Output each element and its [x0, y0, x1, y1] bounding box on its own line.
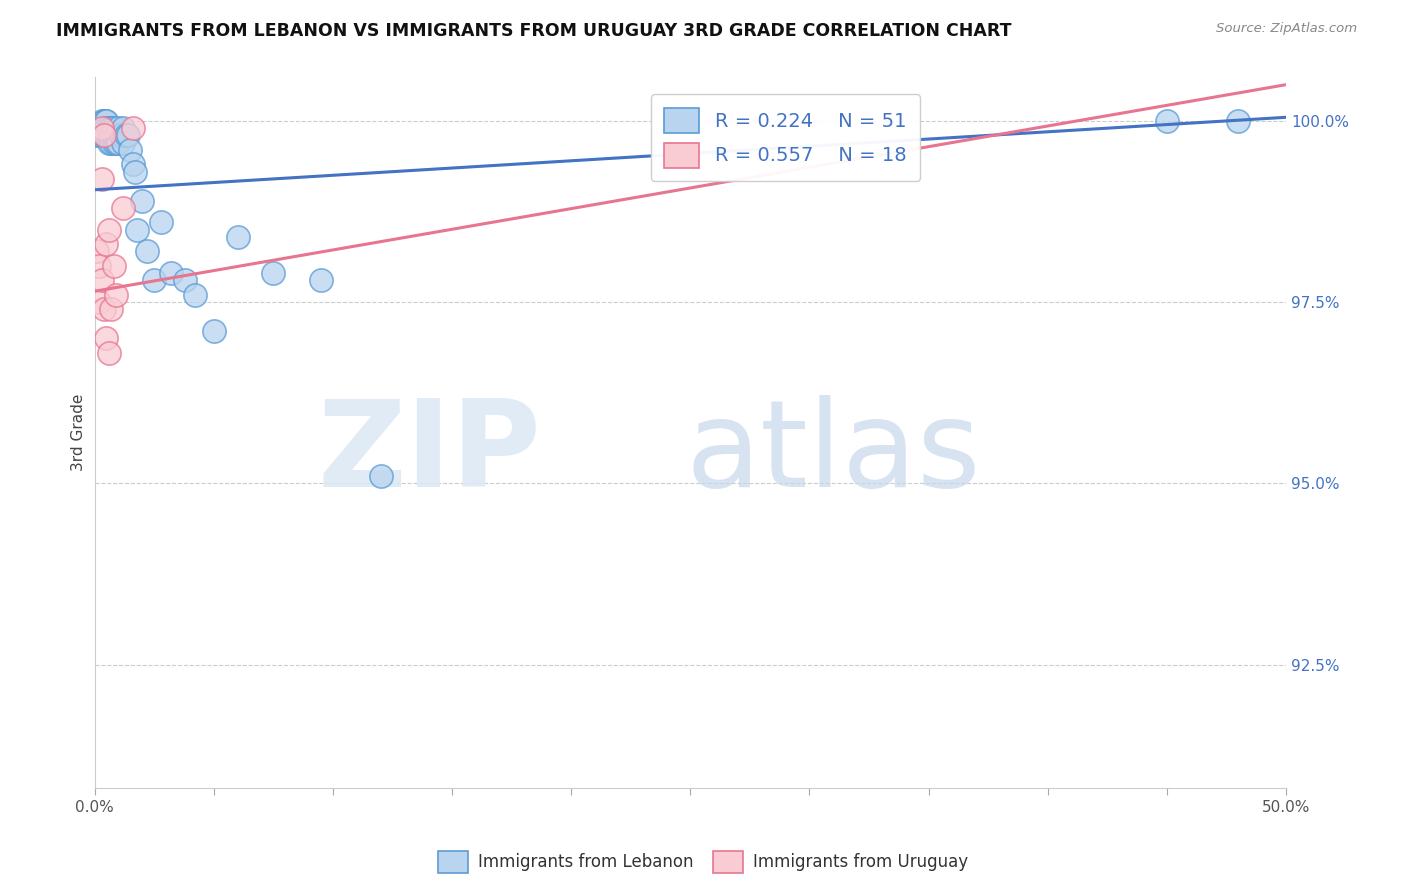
Point: [124, 164, 146, 178]
Point: [96, 331, 118, 345]
Point: [90, 273, 112, 287]
Point: [96, 114, 118, 128]
Point: [110, 128, 132, 143]
Point: [105, 128, 128, 143]
Point: [1156, 114, 1178, 128]
Text: atlas: atlas: [685, 395, 981, 512]
Point: [309, 273, 332, 287]
Point: [112, 136, 135, 150]
Point: [93, 114, 115, 128]
Point: [370, 469, 392, 483]
Point: [93, 302, 115, 317]
Point: [114, 128, 136, 143]
Point: [226, 230, 249, 244]
Point: [202, 324, 225, 338]
Point: [127, 222, 149, 236]
Text: ZIP: ZIP: [318, 395, 541, 512]
Point: [183, 288, 205, 302]
Point: [112, 201, 135, 215]
Point: [150, 215, 173, 229]
Point: [90, 128, 112, 143]
Point: [159, 266, 181, 280]
Point: [121, 121, 143, 136]
Point: [105, 136, 128, 150]
Point: [93, 128, 115, 143]
Point: [1227, 114, 1250, 128]
Point: [90, 114, 112, 128]
Point: [136, 244, 159, 259]
Point: [96, 237, 118, 252]
Point: [89, 121, 111, 136]
Point: [107, 136, 129, 150]
Legend: Immigrants from Lebanon, Immigrants from Uruguay: Immigrants from Lebanon, Immigrants from…: [432, 845, 974, 880]
Point: [131, 194, 153, 208]
Point: [103, 121, 125, 136]
Text: Source: ZipAtlas.com: Source: ZipAtlas.com: [1216, 22, 1357, 36]
Point: [121, 157, 143, 171]
Point: [89, 128, 111, 143]
Point: [97, 121, 120, 136]
Point: [103, 259, 125, 273]
Point: [93, 114, 115, 128]
Point: [103, 136, 125, 150]
Point: [93, 121, 115, 136]
Point: [100, 136, 122, 150]
Point: [112, 121, 135, 136]
Point: [89, 121, 111, 136]
Legend: R = 0.224    N = 51, R = 0.557    N = 18: R = 0.224 N = 51, R = 0.557 N = 18: [651, 95, 921, 181]
Point: [96, 121, 118, 136]
Point: [100, 302, 122, 317]
Point: [97, 222, 120, 236]
Point: [117, 128, 139, 143]
Point: [96, 114, 118, 128]
Point: [100, 121, 122, 136]
Point: [86, 244, 108, 259]
Point: [262, 266, 284, 280]
Point: [96, 128, 118, 143]
Point: [90, 121, 112, 136]
Point: [89, 295, 111, 310]
Point: [107, 121, 129, 136]
Point: [143, 273, 166, 287]
Point: [90, 121, 112, 136]
Y-axis label: 3rd Grade: 3rd Grade: [72, 394, 86, 471]
Point: [174, 273, 197, 287]
Point: [89, 259, 111, 273]
Point: [90, 172, 112, 186]
Point: [120, 143, 142, 157]
Point: [86, 128, 108, 143]
Point: [97, 346, 120, 360]
Point: [97, 128, 120, 143]
Point: [93, 128, 115, 143]
Point: [100, 128, 122, 143]
Text: IMMIGRANTS FROM LEBANON VS IMMIGRANTS FROM URUGUAY 3RD GRADE CORRELATION CHART: IMMIGRANTS FROM LEBANON VS IMMIGRANTS FR…: [56, 22, 1012, 40]
Point: [97, 136, 120, 150]
Point: [105, 288, 128, 302]
Point: [90, 121, 112, 136]
